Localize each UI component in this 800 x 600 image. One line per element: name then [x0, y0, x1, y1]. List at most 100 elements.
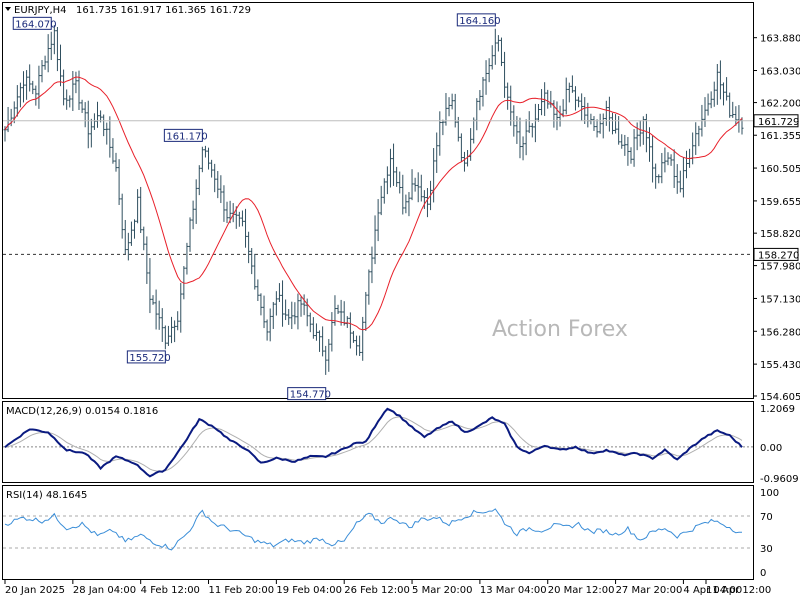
price-bar [324, 345, 328, 375]
price-bar [123, 219, 127, 255]
price-bar [404, 194, 408, 214]
time-tick-label: 13 Mar 04:00 [480, 585, 547, 596]
price-tick-label: 157.130 [760, 294, 800, 305]
price-y-axis: 163.880 163.030 162.200 161.355 160.505 159.6… [753, 34, 800, 403]
price-tick-label: 163.030 [760, 67, 800, 78]
price-bar [318, 330, 322, 352]
price-bar [681, 157, 685, 198]
price-bar [28, 64, 32, 92]
price-bar [725, 77, 729, 101]
price-bar [216, 171, 220, 199]
price-bar [490, 45, 494, 70]
price-bar [253, 253, 257, 290]
price-bar [105, 122, 109, 145]
swing-labels: 164.070 161.170 155.720 154.770 164.160 [12, 13, 501, 401]
price-bar [595, 119, 599, 138]
rsi-y-axis: 100 70 30 0 [3, 488, 779, 579]
price-bar [43, 55, 47, 70]
price-bar [435, 132, 439, 173]
price-bar [351, 330, 355, 343]
price-bar [438, 111, 442, 156]
price-bar [207, 147, 211, 170]
price-bar [59, 44, 63, 87]
price-bar [663, 147, 667, 173]
support-level-line[interactable]: 158.270 [3, 247, 799, 261]
price-bar [355, 335, 359, 356]
price-bar [385, 166, 389, 195]
price-bar [410, 169, 414, 201]
price-bar [604, 100, 608, 126]
price-bar [533, 103, 537, 143]
price-bar [102, 114, 106, 137]
macd-tick-label: 0.00 [760, 443, 782, 454]
price-bar [567, 82, 571, 103]
price-bar [271, 301, 275, 329]
price-bar [210, 159, 214, 178]
price-bar [388, 148, 392, 188]
macd-tick-label: -0.9609 [760, 474, 799, 485]
macd-y-axis: 1.2069 0.00 -0.9609 [760, 404, 799, 485]
price-bar [34, 85, 38, 106]
symbol-menu-triangle-icon[interactable] [5, 7, 11, 11]
price-bar [188, 217, 192, 252]
chart-symbol-label: EURJPY,H4 [14, 5, 67, 16]
price-bar [142, 226, 146, 251]
price-bar [644, 113, 648, 153]
price-bar [367, 269, 371, 305]
price-bar [299, 296, 303, 317]
price-bar [219, 175, 223, 204]
price-tick-label: 155.430 [760, 360, 800, 371]
price-bar [330, 312, 334, 352]
price-tick-label: 159.655 [760, 197, 800, 208]
current-price-label: 161.729 [758, 117, 799, 128]
price-bar [401, 174, 405, 215]
svg-text:164.160: 164.160 [459, 16, 500, 27]
price-bar [481, 76, 485, 107]
price-bar [672, 149, 676, 188]
price-bar [546, 89, 550, 109]
price-bar [564, 77, 568, 115]
price-bar [583, 97, 587, 125]
price-bar [284, 299, 288, 321]
price-bar [731, 101, 735, 118]
price-bar [370, 246, 374, 284]
price-tick-label: 154.605 [760, 392, 800, 403]
price-tick-label: 158.820 [760, 229, 800, 240]
price-bar [237, 211, 241, 227]
price-bar [31, 80, 35, 95]
price-bar [244, 208, 248, 248]
price-bar [712, 81, 716, 107]
swing-label: 154.770 [287, 387, 331, 401]
price-tick-label: 157.980 [760, 262, 800, 273]
price-bar [83, 102, 87, 128]
price-tick-label: 162.200 [760, 99, 800, 110]
price-bar [552, 100, 556, 128]
price-bar [614, 114, 618, 134]
price-bar [524, 119, 528, 156]
price-bar [213, 163, 217, 193]
price-bar [607, 96, 611, 132]
price-bar [160, 308, 164, 342]
price-bar [22, 71, 26, 103]
rsi-title: RSI(14) 48.1645 [6, 490, 87, 501]
price-bar [262, 295, 266, 329]
price-bar [49, 31, 53, 61]
price-bar [561, 99, 565, 118]
price-bar [120, 193, 124, 239]
price-bar [654, 163, 658, 189]
price-tick-label: 163.880 [760, 34, 800, 45]
price-bar [361, 316, 365, 361]
price-bar [40, 60, 44, 83]
price-bar [703, 97, 707, 128]
price-bar [46, 34, 50, 73]
svg-text:164.070: 164.070 [15, 19, 56, 30]
price-bar [314, 323, 318, 341]
price-bar [145, 236, 149, 284]
price-bar [694, 122, 698, 155]
price-bar [290, 301, 294, 330]
price-bar [327, 339, 331, 372]
price-bar [734, 106, 738, 126]
macd-title: MACD(12,26,9) 0.0154 0.1816 [6, 406, 158, 417]
chart-ohlc-label: 161.735 161.917 161.365 161.729 [76, 5, 251, 16]
